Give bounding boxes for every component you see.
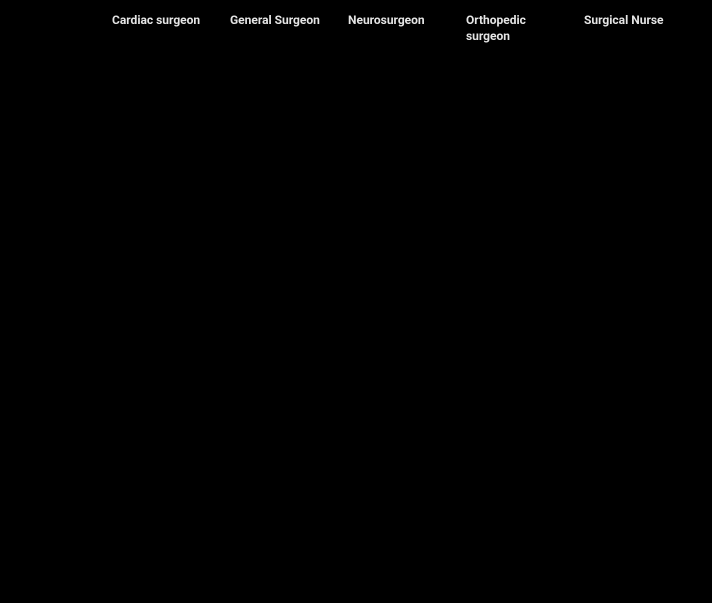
column-header-label: Orthopedic surgeon [466,13,526,43]
column-header-cardiac-surgeon: Cardiac surgeon [112,12,230,44]
table-header-row: Cardiac surgeon General Surgeon Neurosur… [0,0,712,44]
column-header-orthopedic-surgeon: Orthopedic surgeon [466,12,584,44]
column-header-general-surgeon: General Surgeon [230,12,348,44]
column-header-label: Cardiac surgeon [112,13,200,27]
column-header-label: Surgical Nurse [584,13,663,27]
column-header-neurosurgeon: Neurosurgeon [348,12,466,44]
column-header-surgical-nurse: Surgical Nurse [584,12,702,44]
column-header-label: Neurosurgeon [348,13,425,27]
column-header-label: General Surgeon [230,13,320,27]
